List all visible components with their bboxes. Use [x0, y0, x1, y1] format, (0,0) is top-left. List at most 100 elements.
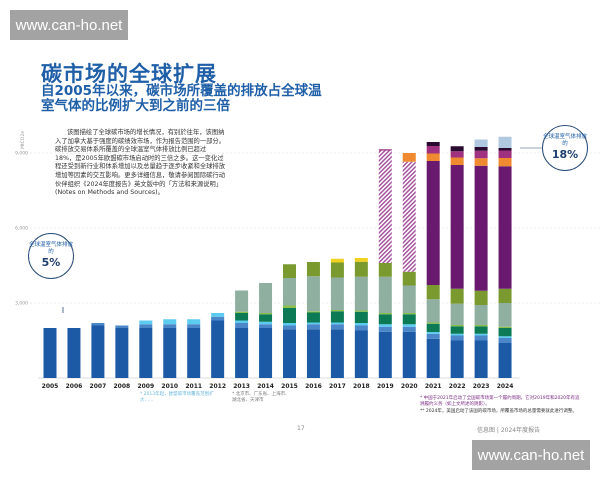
bar-segment [187, 328, 201, 378]
bar-segment [498, 336, 512, 338]
bar-segment [474, 333, 488, 336]
callout-label: 全球温室气体排放的 [543, 134, 588, 147]
bar-segment [330, 311, 344, 323]
bar-2019 [378, 149, 392, 378]
bar-segment [498, 158, 512, 167]
bar-segment [450, 157, 464, 165]
bar-segment [474, 150, 488, 159]
bar-2017 [330, 258, 344, 378]
bar-segment [283, 323, 296, 326]
bar-segment [426, 146, 440, 154]
bar-segment [306, 311, 320, 313]
bar-segment [163, 324, 177, 328]
bar-2020 [402, 153, 416, 378]
bar-segment [187, 324, 201, 328]
bar-segment [354, 325, 368, 331]
bar-segment [378, 331, 392, 378]
footnote-left-2: * 北京市、广东省、上海市、湖北省、天津市 [232, 392, 290, 403]
bar-segment [211, 320, 225, 378]
bar-segment [450, 151, 464, 158]
bar-segment [402, 313, 416, 315]
bar-segment [474, 139, 488, 147]
bar-segment [426, 322, 440, 324]
bar-segment [498, 148, 512, 151]
x-tick-label: 2018 [353, 383, 370, 390]
bar-segment [450, 340, 464, 378]
page-footer: 信息图 | 2024年度报告 [477, 427, 541, 434]
x-tick-label: 2022 [449, 383, 466, 390]
bar-segment [378, 263, 392, 277]
bar-2012 [211, 313, 225, 378]
bar-segment [426, 333, 440, 339]
y-tick-label: 9,000 [15, 151, 28, 157]
bar-segment [450, 326, 464, 334]
x-tick-label: 2020 [401, 383, 418, 390]
x-tick-label: 2010 [161, 383, 178, 390]
bar-segment [139, 320, 153, 325]
bar-segment [402, 153, 416, 162]
bar-2014 [259, 283, 273, 378]
bar-segment [354, 261, 368, 277]
bar-2011 [187, 319, 201, 378]
x-tick-label: 2016 [305, 383, 322, 390]
bar-segment [283, 329, 296, 378]
bar-segment [330, 324, 344, 330]
bar-segment [498, 338, 512, 343]
bar-segment [474, 326, 488, 334]
bar-segment [450, 146, 464, 152]
bar-segment [378, 324, 392, 327]
bar-segment [498, 166, 512, 289]
bar-segment [474, 325, 488, 327]
bar-segment [498, 136, 512, 148]
bar-segment [330, 310, 344, 312]
watermark-top: www.can-ho.net [10, 10, 128, 40]
bar-segment [306, 324, 320, 330]
bar-segment [474, 290, 488, 305]
bar-segment [402, 271, 416, 286]
callout-5-percent: 全球温室气体排放的 5% [28, 233, 74, 279]
bar-2005 [43, 328, 57, 378]
bar-2009 [139, 320, 153, 378]
bar-segment [283, 264, 296, 278]
bar-segment [354, 311, 368, 323]
x-tick-label: 2012 [209, 383, 226, 390]
x-tick-label: 2024 [497, 383, 514, 390]
y-tick-label: 6,000 [15, 226, 28, 232]
x-tick-label: 2019 [377, 383, 394, 390]
bar-segment [450, 335, 464, 341]
footnote-right-2: ** 2024年，美国启动了该国的碳市场，所覆盖市场的总量需要就此进行调整。 [420, 409, 577, 414]
bar-2008 [115, 325, 129, 378]
bar-segment [306, 329, 320, 378]
x-tick-label: 2015 [281, 383, 298, 390]
bar-segment [306, 262, 320, 277]
bar-segment [259, 321, 273, 325]
bar-segment [498, 326, 512, 328]
bar-segment [91, 323, 105, 326]
bar-segment [474, 335, 488, 341]
bar-segment [378, 313, 392, 315]
bar-segment [330, 262, 344, 278]
bar-segment [306, 322, 320, 325]
bar-segment [498, 288, 512, 303]
bar-segment [235, 313, 249, 321]
bar-segment [283, 325, 296, 330]
bar-segment [211, 316, 225, 321]
bar-segment [235, 320, 249, 323]
x-tick-label: 2009 [137, 383, 154, 390]
bar-segment [498, 343, 512, 378]
bar-segment [402, 331, 416, 378]
watermark-bottom: www.can-ho.net [472, 440, 590, 470]
bar-segment [163, 319, 177, 325]
x-tick-label: 2013 [233, 383, 250, 390]
callout-value: 5% [41, 256, 61, 269]
bar-segment [306, 276, 320, 312]
bar-segment [426, 161, 440, 285]
bar-2015 [283, 264, 296, 378]
bar-segment [259, 324, 273, 328]
bar-segment [91, 325, 105, 378]
bar-segment [450, 325, 464, 327]
bar-segment [259, 283, 273, 313]
bar-segment [235, 323, 249, 328]
bar-segment [450, 165, 464, 289]
